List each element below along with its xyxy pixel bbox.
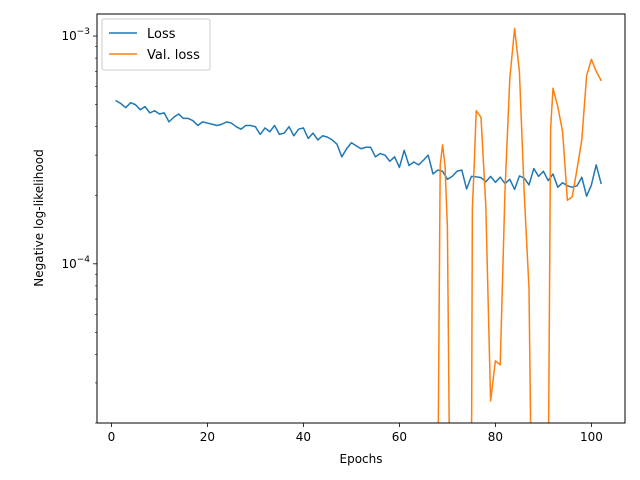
x-tick-label: 100 bbox=[580, 430, 603, 444]
y-tick-label: 10−3 bbox=[61, 27, 90, 43]
x-tick-label: 60 bbox=[392, 430, 407, 444]
legend-label-loss: Loss bbox=[147, 27, 176, 42]
legend: Loss Val. loss bbox=[101, 18, 211, 71]
y-axis-ticks: 10−4 10−3 bbox=[61, 27, 97, 424]
legend-box bbox=[101, 18, 211, 71]
y-axis-label: Negative log-likelihood bbox=[32, 149, 46, 286]
x-tick-label: 20 bbox=[200, 430, 215, 444]
plot-area bbox=[97, 14, 625, 423]
plot-frame bbox=[96, 13, 626, 424]
x-axis-ticks: 0 20 40 60 80 100 bbox=[108, 423, 603, 444]
x-tick-label: 80 bbox=[488, 430, 503, 444]
x-tick-label: 0 bbox=[108, 430, 116, 444]
y-tick-label: 10−4 bbox=[61, 255, 90, 271]
x-tick-label: 40 bbox=[296, 430, 311, 444]
series-line-loss bbox=[115, 99, 602, 197]
legend-label-val-loss: Val. loss bbox=[147, 48, 200, 63]
x-axis-label: Epochs bbox=[340, 452, 383, 466]
series-line-val-loss bbox=[437, 27, 603, 423]
series-layer bbox=[115, 27, 603, 423]
